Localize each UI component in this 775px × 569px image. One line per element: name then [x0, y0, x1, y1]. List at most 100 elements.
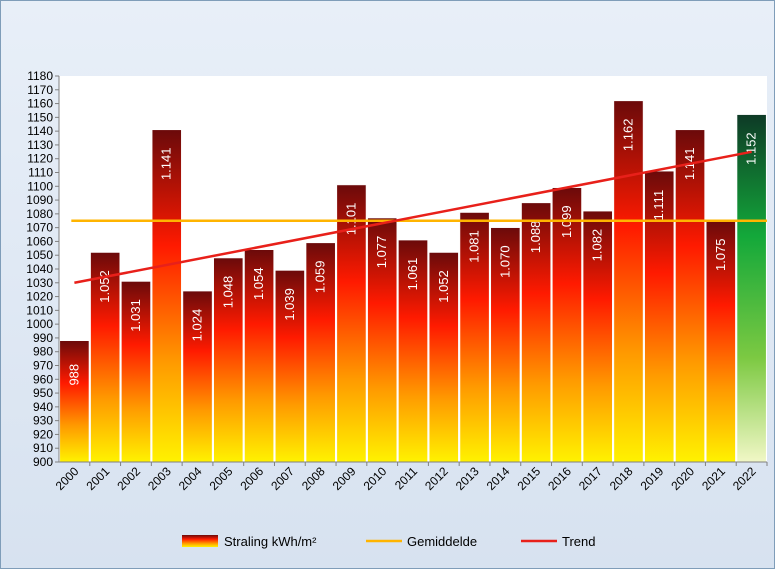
bar-value-label-2003: 1.141 — [159, 147, 174, 180]
y-tick-label: 920 — [33, 427, 53, 441]
trend-line — [74, 150, 752, 285]
y-tick-label: 1040 — [26, 262, 53, 276]
bar-2015 — [521, 202, 552, 463]
y-tick-label: 950 — [33, 386, 53, 400]
bar-2020 — [675, 129, 705, 463]
x-tick-label-2015: 2015 — [514, 464, 543, 493]
bar-value-label-2018: 1.162 — [620, 119, 635, 152]
y-tick-label: 990 — [33, 331, 53, 345]
y-tick-label: 1170 — [27, 83, 53, 97]
y-tick-label: 1070 — [26, 221, 53, 235]
x-tick-label-2008: 2008 — [299, 464, 328, 493]
x-tick-label-2003: 2003 — [145, 464, 174, 493]
x-tick-label-2018: 2018 — [607, 464, 636, 493]
bar-value-label-2006: 1.054 — [251, 267, 266, 300]
bar-2001 — [90, 252, 121, 463]
legend-label-gemiddelde: Gemiddelde — [407, 534, 477, 549]
x-tick-label-2016: 2016 — [545, 464, 574, 493]
y-tick-label: 1090 — [26, 193, 53, 207]
y-tick-label: 1140 — [27, 124, 53, 138]
bar-value-label-2004: 1.024 — [190, 309, 205, 342]
legend-swatch-straling — [182, 535, 218, 547]
bar-2006 — [244, 249, 275, 463]
x-axis: 2000 2001 2002 2003 2004 2005 2006 2007 2008 2009… — [53, 461, 768, 493]
x-tick-label-2020: 2020 — [668, 464, 697, 493]
x-tick-label-2019: 2019 — [638, 464, 667, 493]
bar-2002 — [121, 281, 151, 463]
x-tick-label-2010: 2010 — [361, 464, 390, 493]
x-tick-label-2017: 2017 — [576, 464, 605, 493]
y-tick-label: 1180 — [27, 69, 53, 83]
bar-2000 — [59, 340, 90, 463]
y-tick-label: 1100 — [27, 179, 53, 193]
y-tick-label: 900 — [33, 455, 53, 469]
bar-value-label-2017: 1.082 — [590, 229, 605, 262]
bar-2005 — [213, 257, 244, 463]
bar-value-label-2010: 1.077 — [374, 236, 389, 269]
bar-value-label-2005: 1.048 — [220, 276, 235, 309]
bar-value-label-2002: 1.031 — [128, 299, 143, 332]
legend: Straling kWh/m² Gemiddelde Trend — [182, 534, 595, 549]
reference-lines — [71, 150, 767, 285]
x-tick-label-2007: 2007 — [268, 464, 297, 493]
x-tick-label-2011: 2011 — [392, 464, 420, 492]
x-tick-label-2021: 2021 — [699, 464, 728, 493]
bar-value-label-2015: 1.088 — [528, 221, 543, 254]
y-tick-label: 1080 — [26, 207, 53, 221]
bar-value-label-2011: 1.061 — [405, 258, 420, 291]
bar-value-label-2019: 1.111 — [651, 190, 666, 221]
bar-2018 — [613, 100, 644, 463]
bar-2004 — [182, 290, 213, 463]
bar-value-label-2014: 1.070 — [497, 245, 512, 278]
y-tick-label: 1160 — [27, 97, 53, 111]
bar-2003 — [151, 129, 182, 463]
y-tick-label: 930 — [33, 414, 53, 428]
y-tick-label: 1030 — [26, 276, 53, 290]
y-tick-label: 1010 — [26, 303, 53, 317]
y-tick-label: 1130 — [27, 138, 53, 152]
bar-value-label-2007: 1.039 — [282, 288, 297, 321]
y-tick-label: 1020 — [26, 290, 53, 304]
bar-2016 — [551, 187, 582, 463]
legend-label-trend: Trend — [562, 534, 595, 549]
bar-2010 — [367, 217, 398, 463]
x-tick-label-2006: 2006 — [237, 464, 266, 493]
bar-2012 — [428, 252, 459, 463]
x-tick-label-2005: 2005 — [207, 464, 236, 493]
y-tick-label: 1150 — [27, 110, 53, 124]
bar-2008 — [305, 242, 336, 463]
x-tick-label-2013: 2013 — [453, 464, 482, 493]
x-tick-label-2002: 2002 — [114, 464, 143, 493]
y-tick-label: 910 — [33, 441, 53, 455]
y-tick-label: 940 — [33, 400, 53, 414]
bar-value-label-2022: 1.152 — [744, 132, 759, 165]
x-tick-label-2004: 2004 — [176, 464, 205, 493]
y-tick-label: 1060 — [26, 234, 53, 248]
bars: 988 1.052 1.031 1.141 1.024 1.048 1.054 1.039 1.… — [59, 100, 767, 463]
x-tick-label-2000: 2000 — [53, 464, 82, 493]
bar-value-label-2013: 1.081 — [467, 230, 482, 263]
x-tick-label-2012: 2012 — [422, 464, 451, 493]
bar-2007 — [274, 270, 305, 463]
x-tick-label-2022: 2022 — [730, 464, 759, 493]
y-tick-label: 1120 — [27, 152, 53, 166]
y-tick-label: 960 — [33, 372, 53, 386]
y-tick-label: 970 — [33, 359, 53, 373]
bar-value-label-2009: 1.101 — [343, 203, 358, 236]
bar-value-label-2000: 988 — [66, 364, 81, 386]
y-tick-label: 980 — [33, 345, 53, 359]
bar-2017 — [582, 210, 613, 463]
y-tick-label: 1110 — [28, 166, 53, 180]
bar-2022 — [736, 114, 767, 463]
bar-value-label-2012: 1.052 — [436, 270, 451, 303]
x-tick-label-2001: 2001 — [84, 464, 113, 493]
y-tick-label: 1050 — [26, 248, 53, 262]
bar-value-label-2008: 1.059 — [313, 261, 328, 294]
bar-value-label-2021: 1.075 — [713, 238, 728, 271]
x-tick-label-2014: 2014 — [484, 464, 513, 493]
y-tick-label: 1000 — [26, 317, 53, 331]
y-axis: 9009109209309409509609709809901000101010… — [26, 69, 60, 469]
x-tick-label-2009: 2009 — [330, 464, 359, 493]
